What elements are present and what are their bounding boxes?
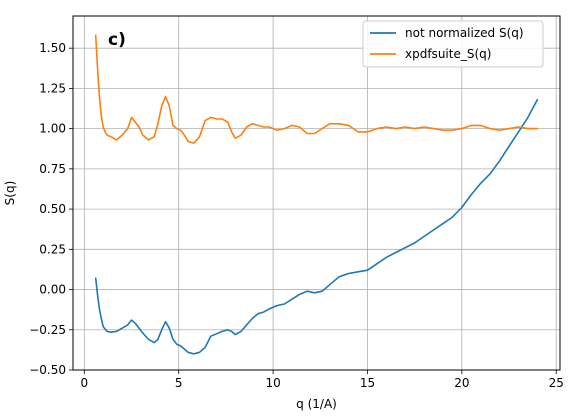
y-tick-label: 0.75 xyxy=(39,162,66,176)
panel-label: c) xyxy=(108,30,126,50)
y-tick-label: −0.25 xyxy=(29,323,66,337)
legend: not normalized S(q) xpdfsuite_S(q) xyxy=(362,20,544,68)
plot-background xyxy=(73,16,560,370)
legend-label-not-normalized: not normalized S(q) xyxy=(405,26,524,40)
series-line-0 xyxy=(94,98,539,355)
x-tick-label: 10 xyxy=(265,376,280,390)
x-tick-label: 0 xyxy=(81,376,89,390)
y-tick-label: 1.25 xyxy=(39,81,66,95)
y-tick-label: 1.00 xyxy=(39,122,66,136)
x-axis-ticks: 0 5 10 15 20 25 xyxy=(81,370,564,390)
x-tick-label: 20 xyxy=(454,376,469,390)
y-axis-ticks: −0.50 −0.25 0.00 0.25 0.50 0.75 1.00 1.25 1.50 xyxy=(29,41,73,377)
x-tick-label: 25 xyxy=(549,376,564,390)
legend-label-xpdfsuite: xpdfsuite_S(q) xyxy=(405,47,491,61)
grid xyxy=(73,16,560,371)
x-axis-label: q (1/A) xyxy=(296,397,337,411)
y-axis-label: S(q) xyxy=(3,181,17,206)
y-tick-label: 0.00 xyxy=(39,283,66,297)
y-tick-label: 0.50 xyxy=(39,202,66,216)
y-tick-label: −0.50 xyxy=(29,363,66,377)
y-tick-label: 0.25 xyxy=(39,242,66,256)
y-tick-label: 1.50 xyxy=(39,41,66,55)
x-tick-label: 15 xyxy=(360,376,375,390)
x-tick-label: 5 xyxy=(175,376,183,390)
plot-frame xyxy=(72,15,561,371)
legend-box xyxy=(362,20,544,68)
series-line-1 xyxy=(94,34,539,144)
series-layer xyxy=(94,34,539,355)
